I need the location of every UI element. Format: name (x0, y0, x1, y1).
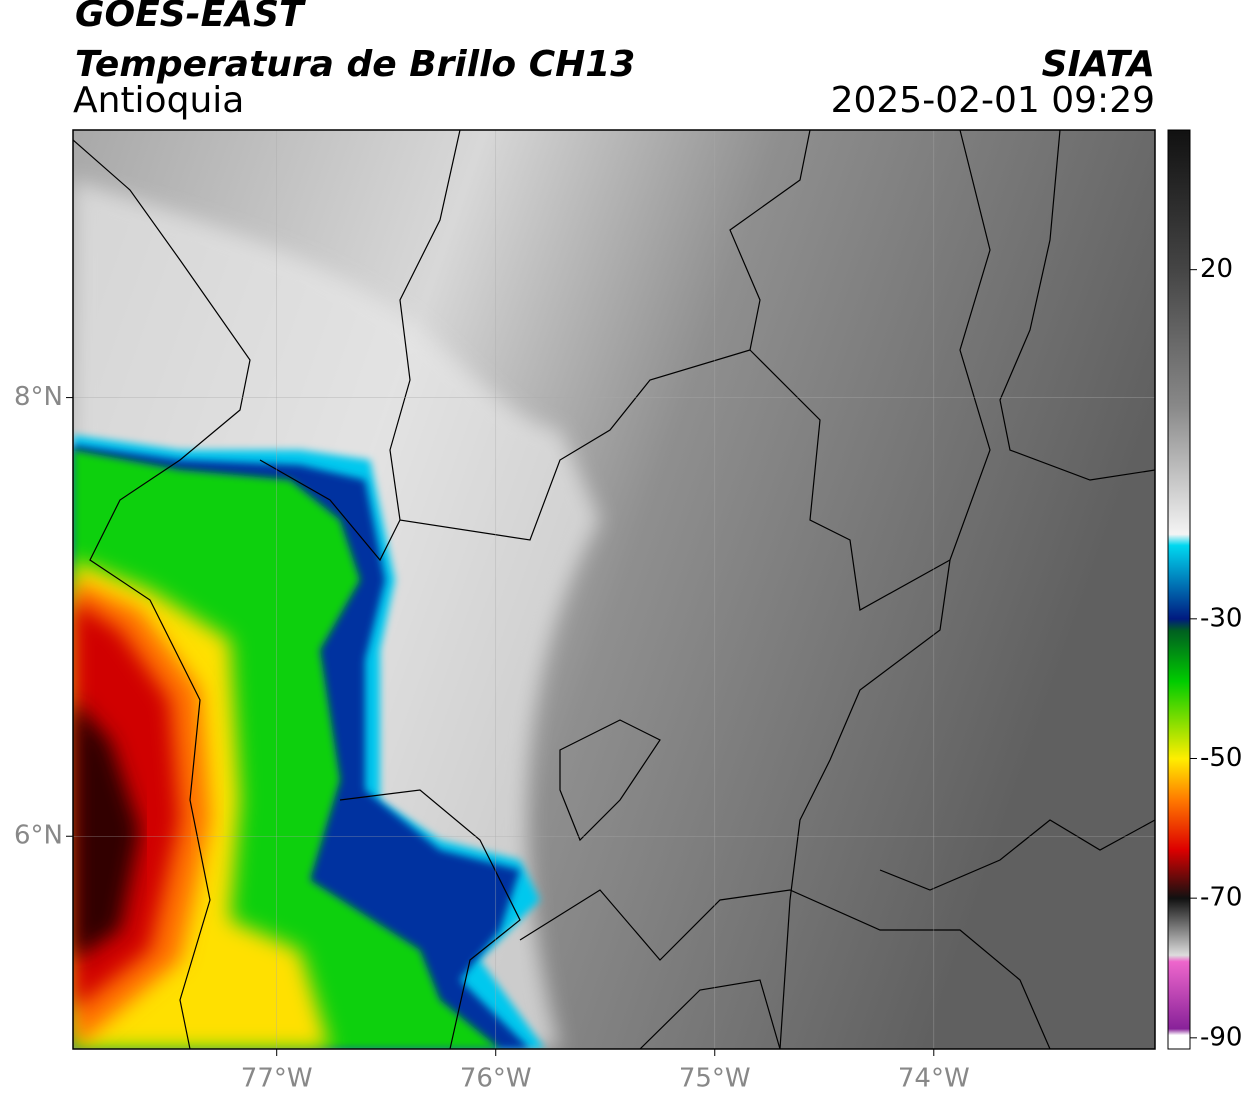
source: SIATA (1042, 44, 1155, 85)
colorbar-label: 20 (1200, 254, 1233, 284)
x-tick-label: 74°W (898, 1064, 970, 1094)
colorbar-label: -90 (1200, 1022, 1242, 1052)
x-tick-label: 75°W (679, 1064, 751, 1094)
colorbar-label: -50 (1200, 743, 1242, 773)
y-tick-label: 6°N (14, 821, 63, 851)
colorbar-label: -30 (1200, 603, 1242, 633)
colorbar (1167, 129, 1191, 1050)
y-tick-label: 8°N (14, 382, 63, 412)
subtitle: Temperatura de Brillo CH13 (75, 44, 635, 85)
map-frame (72, 129, 1156, 1050)
x-tick-label: 76°W (460, 1064, 532, 1094)
title: GOES-EAST (75, 0, 306, 35)
timestamp: 2025-02-01 09:29 (831, 80, 1155, 121)
graticule (73, 130, 1155, 1049)
x-tick-label: 77°W (241, 1064, 313, 1094)
map-image (73, 130, 1155, 1049)
colorbar-label: -70 (1200, 883, 1242, 913)
region: Antioquia (73, 80, 244, 121)
